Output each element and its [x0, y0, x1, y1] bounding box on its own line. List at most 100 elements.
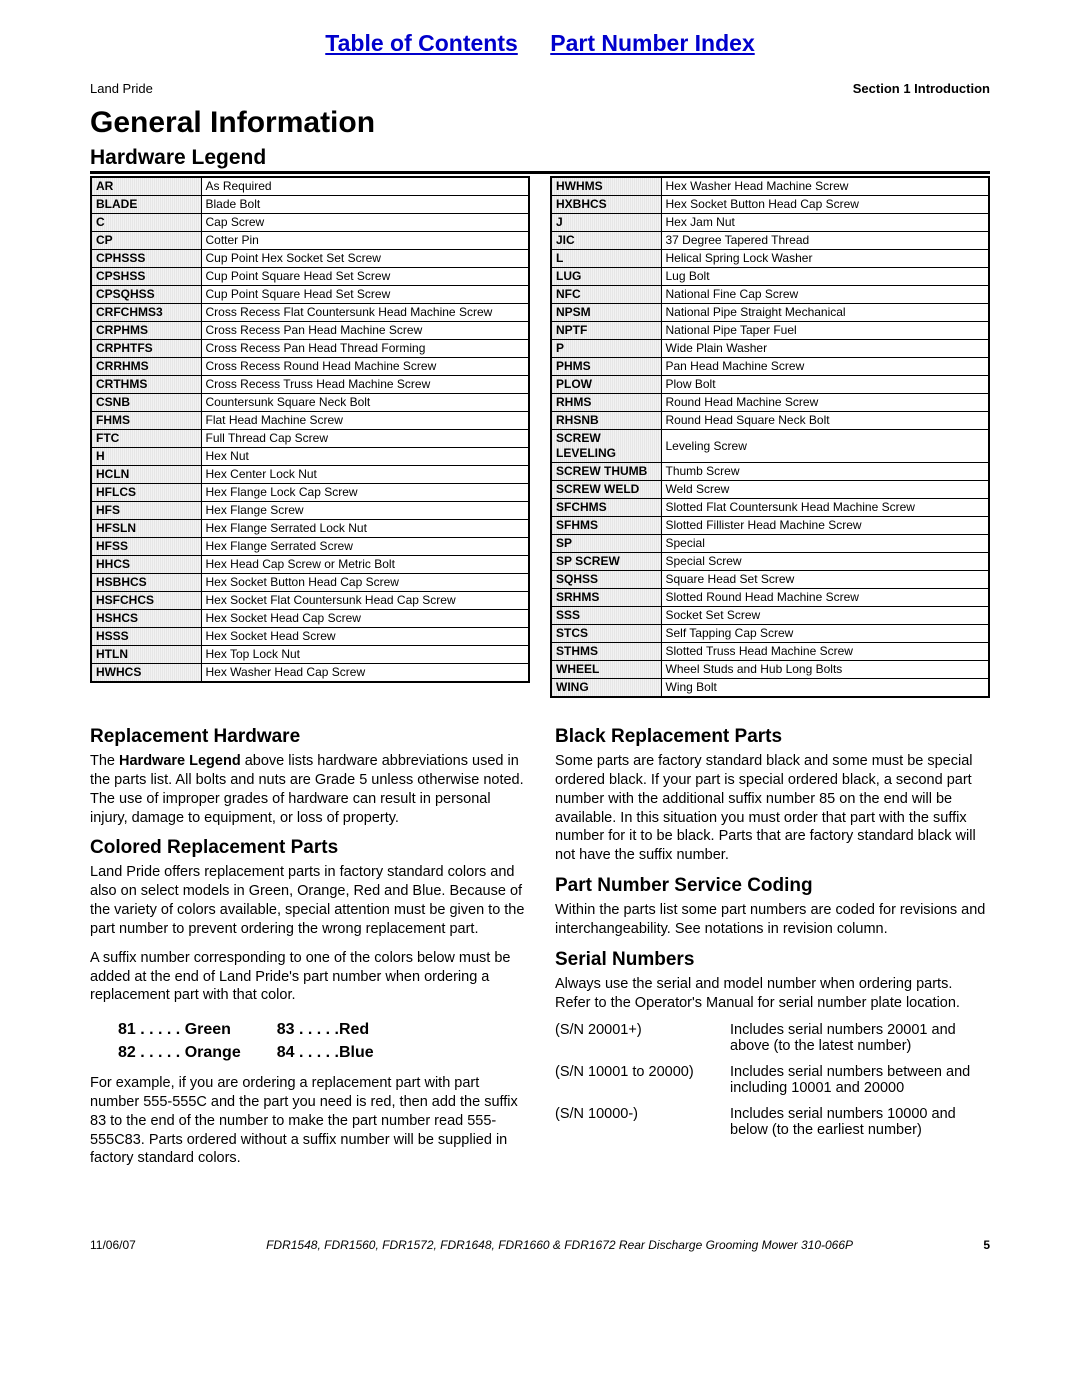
legend-row: STCSSelf Tapping Cap Screw: [551, 625, 989, 643]
legend-row: CRPHTFSCross Recess Pan Head Thread Form…: [91, 340, 529, 358]
legend-desc: Hex Jam Nut: [661, 214, 989, 232]
legend-abbr: NPSM: [551, 304, 661, 322]
legend-abbr: HFSS: [91, 538, 201, 556]
legend-row: CRTHMSCross Recess Truss Head Machine Sc…: [91, 376, 529, 394]
legend-row: PHMSPan Head Machine Screw: [551, 358, 989, 376]
legend-desc: Cup Point Hex Socket Set Screw: [201, 250, 529, 268]
legend-desc: Hex Washer Head Machine Screw: [661, 177, 989, 196]
legend-tables: ARAs RequiredBLADEBlade BoltCCap ScrewCP…: [90, 176, 990, 698]
legend-abbr: HFS: [91, 502, 201, 520]
legend-row: CRFCHMS3Cross Recess Flat Countersunk He…: [91, 304, 529, 322]
legend-row: SFHMSSlotted Fillister Head Machine Scre…: [551, 517, 989, 535]
legend-row: SP SCREWSpecial Screw: [551, 553, 989, 571]
legend-abbr: CRRHMS: [91, 358, 201, 376]
serial-row: (S/N 10001 to 20000)Includes serial numb…: [555, 1064, 990, 1096]
legend-row: ARAs Required: [91, 177, 529, 196]
legend-abbr: SQHSS: [551, 571, 661, 589]
legend-abbr: HCLN: [91, 466, 201, 484]
legend-abbr: HFLCS: [91, 484, 201, 502]
legend-row: WINGWing Bolt: [551, 679, 989, 698]
toc-link[interactable]: Table of Contents: [325, 30, 518, 56]
legend-desc: Square Head Set Screw: [661, 571, 989, 589]
legend-desc: Cap Screw: [201, 214, 529, 232]
legend-abbr: CRPHMS: [91, 322, 201, 340]
legend-desc: Countersunk Square Neck Bolt: [201, 394, 529, 412]
legend-desc: Cross Recess Truss Head Machine Screw: [201, 376, 529, 394]
legend-row: SRHMSSlotted Round Head Machine Screw: [551, 589, 989, 607]
legend-row: LUGLug Bolt: [551, 268, 989, 286]
legend-desc: Hex Washer Head Cap Screw: [201, 664, 529, 683]
legend-row: RHMSRound Head Machine Screw: [551, 394, 989, 412]
legend-row: HWHMSHex Washer Head Machine Screw: [551, 177, 989, 196]
legend-desc: Leveling Screw: [661, 430, 989, 463]
legend-abbr: CPSQHSS: [91, 286, 201, 304]
legend-row: HSFCHCSHex Socket Flat Countersunk Head …: [91, 592, 529, 610]
legend-desc: Hex Socket Flat Countersunk Head Cap Scr…: [201, 592, 529, 610]
header-right: Section 1 Introduction: [853, 81, 990, 96]
legend-desc: National Pipe Straight Mechanical: [661, 304, 989, 322]
pni-link[interactable]: Part Number Index: [550, 30, 755, 56]
legend-desc: Hex Top Lock Nut: [201, 646, 529, 664]
legend-row: BLADEBlade Bolt: [91, 196, 529, 214]
replacement-hw-heading: Replacement Hardware: [90, 726, 525, 748]
legend-row: SCREW LEVELINGLeveling Screw: [551, 430, 989, 463]
legend-desc: Hex Head Cap Screw or Metric Bolt: [201, 556, 529, 574]
right-column: Black Replacement Parts Some parts are f…: [555, 716, 990, 1178]
legend-desc: National Fine Cap Screw: [661, 286, 989, 304]
serial-key: (S/N 20001+): [555, 1022, 730, 1054]
serial-key: (S/N 10000-): [555, 1106, 730, 1138]
legend-desc: Cross Recess Pan Head Machine Screw: [201, 322, 529, 340]
color-code: 84 . . . . .Blue: [277, 1042, 374, 1064]
legend-row: CRRHMSCross Recess Round Head Machine Sc…: [91, 358, 529, 376]
legend-desc: Hex Flange Screw: [201, 502, 529, 520]
black-p1: Some parts are factory standard black an…: [555, 752, 990, 865]
legend-row: CSNBCountersunk Square Neck Bolt: [91, 394, 529, 412]
legend-desc: Hex Socket Head Screw: [201, 628, 529, 646]
legend-row: HXBHCSHex Socket Button Head Cap Screw: [551, 196, 989, 214]
left-column: Replacement Hardware The Hardware Legend…: [90, 716, 525, 1178]
legend-desc: Cup Point Square Head Set Screw: [201, 268, 529, 286]
color-code: 82 . . . . . Orange: [118, 1042, 241, 1064]
legend-row: HSSSHex Socket Head Screw: [91, 628, 529, 646]
legend-row: SQHSSSquare Head Set Screw: [551, 571, 989, 589]
legend-abbr: AR: [91, 177, 201, 196]
legend-abbr: HFSLN: [91, 520, 201, 538]
legend-abbr: SCREW WELD: [551, 481, 661, 499]
legend-desc: Cross Recess Round Head Machine Screw: [201, 358, 529, 376]
page-header: Land Pride Section 1 Introduction: [90, 81, 990, 96]
legend-desc: Slotted Fillister Head Machine Screw: [661, 517, 989, 535]
color-code: 81 . . . . . Green: [118, 1019, 241, 1041]
legend-desc: Hex Socket Head Cap Screw: [201, 610, 529, 628]
legend-heading: Hardware Legend: [90, 146, 990, 174]
legend-desc: Hex Nut: [201, 448, 529, 466]
legend-abbr: P: [551, 340, 661, 358]
legend-row: HTLNHex Top Lock Nut: [91, 646, 529, 664]
legend-abbr: H: [91, 448, 201, 466]
legend-abbr: BLADE: [91, 196, 201, 214]
legend-row: HSBHCSHex Socket Button Head Cap Screw: [91, 574, 529, 592]
legend-abbr: WING: [551, 679, 661, 698]
legend-desc: Special Screw: [661, 553, 989, 571]
top-links: Table of Contents Part Number Index: [90, 30, 990, 57]
legend-desc: National Pipe Taper Fuel: [661, 322, 989, 340]
legend-row: HWHCSHex Washer Head Cap Screw: [91, 664, 529, 683]
legend-row: NPSMNational Pipe Straight Mechanical: [551, 304, 989, 322]
legend-desc: Cup Point Square Head Set Screw: [201, 286, 529, 304]
page-title: General Information: [90, 106, 990, 140]
legend-desc: Wing Bolt: [661, 679, 989, 698]
legend-abbr: SFCHMS: [551, 499, 661, 517]
legend-abbr: STHMS: [551, 643, 661, 661]
legend-row: HSHCSHex Socket Head Cap Screw: [91, 610, 529, 628]
legend-abbr: SCREW LEVELING: [551, 430, 661, 463]
legend-row: NPTFNational Pipe Taper Fuel: [551, 322, 989, 340]
legend-desc: Hex Flange Serrated Lock Nut: [201, 520, 529, 538]
legend-desc: Round Head Machine Screw: [661, 394, 989, 412]
legend-desc: Weld Screw: [661, 481, 989, 499]
black-heading: Black Replacement Parts: [555, 726, 990, 748]
legend-desc: Hex Center Lock Nut: [201, 466, 529, 484]
color-codes: 81 . . . . . Green82 . . . . . Orange83 …: [90, 1015, 525, 1074]
legend-abbr: PHMS: [551, 358, 661, 376]
legend-desc: Helical Spring Lock Washer: [661, 250, 989, 268]
legend-abbr: SP SCREW: [551, 553, 661, 571]
legend-abbr: CP: [91, 232, 201, 250]
